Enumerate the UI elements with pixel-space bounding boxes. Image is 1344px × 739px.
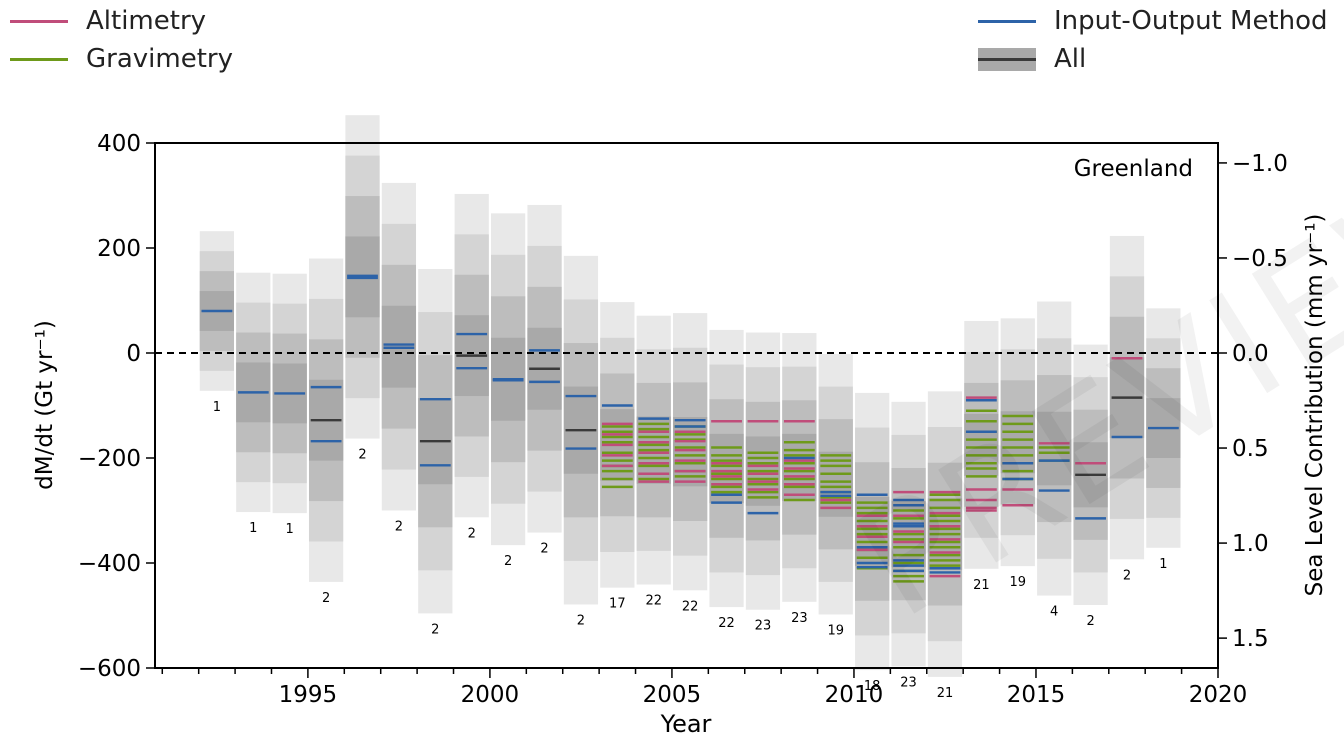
estimate-count-label: 1 xyxy=(286,522,294,537)
legend-right: Input-Output Method All xyxy=(978,2,1328,78)
legend-item-gravimetry: Gravimetry xyxy=(10,40,233,78)
estimate-count-label: 4 xyxy=(1050,605,1058,620)
estimate-count-label: 1 xyxy=(249,521,257,536)
y2-tick-label: 0.0 xyxy=(1232,341,1269,367)
estimate-count-label: 2 xyxy=(1086,614,1094,629)
y2-tick-label: 1.0 xyxy=(1232,531,1269,557)
altimetry-swatch-icon xyxy=(10,8,68,34)
legend-item-altimetry: Altimetry xyxy=(10,2,233,40)
y-tick-label: 0 xyxy=(126,341,141,367)
legend-item-iom: Input-Output Method xyxy=(978,2,1328,40)
estimate-count-label: 2 xyxy=(504,554,512,569)
uncertainty-band xyxy=(818,451,853,517)
estimate-count-label: 22 xyxy=(645,594,662,609)
legend-label-iom: Input-Output Method xyxy=(1054,6,1328,36)
estimate-count-label: 1 xyxy=(1159,557,1167,572)
chart-title: Greenland xyxy=(1074,156,1193,182)
estimate-count-label: 23 xyxy=(791,611,808,626)
y-tick-label: −400 xyxy=(78,551,141,577)
estimate-count-label: 17 xyxy=(609,597,626,612)
y2-axis-label: Sea Level Contribution (mm yr⁻¹) xyxy=(1302,214,1328,597)
legend-label-altimetry: Altimetry xyxy=(86,6,207,36)
iom-swatch-icon xyxy=(978,8,1036,34)
x-tick-label: 1995 xyxy=(279,682,338,708)
y-tick-label: −600 xyxy=(78,656,141,682)
x-axis: 1995 2000 2005 2010 2015 2020 xyxy=(161,668,1248,708)
estimate-count-label: 2 xyxy=(358,448,366,463)
estimate-count-label: 21 xyxy=(973,578,990,593)
uncertainty-band xyxy=(673,417,708,487)
y-tick-label: −200 xyxy=(78,446,141,472)
estimate-count-label: 22 xyxy=(682,599,699,614)
estimate-count-label: 2 xyxy=(468,526,476,541)
y-tick-label: 200 xyxy=(97,236,141,262)
estimate-count-label: 2 xyxy=(1123,568,1131,583)
estimate-count-label: 2 xyxy=(395,520,403,535)
estimate-count-label: 2 xyxy=(322,591,330,606)
estimate-count-label: 23 xyxy=(755,619,772,634)
uncertainty-band xyxy=(964,413,999,476)
y2-tick-label: 1.5 xyxy=(1232,626,1269,652)
estimate-count-label: 21 xyxy=(937,686,954,701)
y-axis: −600 −400 −200 0 200 400 xyxy=(78,131,155,682)
legend-item-all: All xyxy=(978,40,1328,78)
x-tick-label: 2020 xyxy=(1189,682,1248,708)
x-tick-label: 2015 xyxy=(1007,682,1066,708)
y2-tick-label: −0.5 xyxy=(1232,246,1288,272)
estimate-count-label: 19 xyxy=(827,623,844,638)
estimate-count-label: 2 xyxy=(540,542,548,557)
y2-tick-label: −1.0 xyxy=(1232,151,1288,177)
x-tick-label: 2010 xyxy=(825,682,884,708)
all-swatch-icon xyxy=(978,46,1036,72)
plot-frame xyxy=(154,142,1219,669)
y-axis-label: dM/dt (Gt yr⁻¹) xyxy=(32,320,58,490)
estimate-count-label: 2 xyxy=(431,622,439,637)
y2-tick-label: 0.5 xyxy=(1232,436,1269,462)
estimate-count-label: 22 xyxy=(718,616,735,631)
legend-left: Altimetry Gravimetry xyxy=(10,2,233,78)
y2-axis: −1.0 −0.5 0.0 0.5 1.0 1.5 xyxy=(1218,151,1288,652)
x-tick-label: 2005 xyxy=(643,682,702,708)
x-axis-label: Year xyxy=(660,710,712,738)
x-tick-label: 2000 xyxy=(461,682,520,708)
estimate-count-label: 19 xyxy=(1010,575,1027,590)
estimate-count-label: 23 xyxy=(900,675,917,690)
gravimetry-swatch-icon xyxy=(10,46,68,72)
estimate-count-label: 1 xyxy=(213,400,221,415)
estimate-count-label: 18 xyxy=(864,679,881,694)
y-tick-label: 400 xyxy=(97,131,141,157)
estimate-marks xyxy=(201,274,1179,583)
legend-label-all: All xyxy=(1054,44,1087,74)
estimate-count-label: 2 xyxy=(577,613,585,628)
uncertainty-bands xyxy=(199,115,1181,677)
legend-label-gravimetry: Gravimetry xyxy=(86,44,233,74)
